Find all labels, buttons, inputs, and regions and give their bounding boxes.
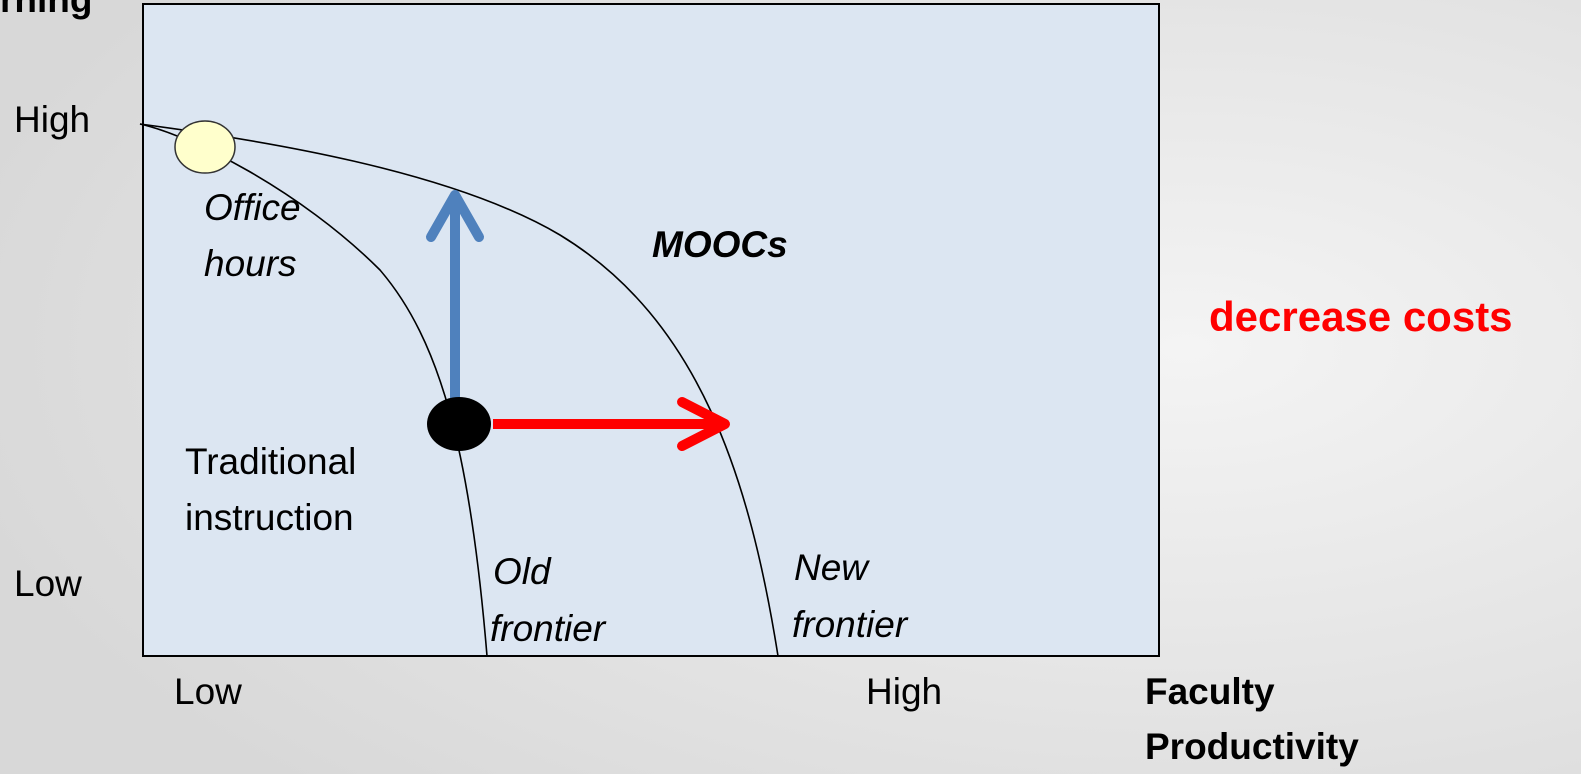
traditional-point (427, 397, 491, 451)
new-frontier-label: New (794, 547, 870, 588)
plot-area (142, 3, 1160, 657)
y-high-label: High (14, 99, 90, 140)
x-axis-title: Productivity (1145, 726, 1359, 767)
new-frontier-label: frontier (792, 604, 909, 645)
callout: decrease costs (1209, 293, 1513, 340)
x-axis-title: Faculty (1145, 671, 1275, 712)
office-hours-point (174, 120, 236, 174)
x-low-label: Low (174, 671, 242, 712)
traditional-label: instruction (185, 497, 354, 538)
blue-arrow-head (426, 190, 484, 242)
moocs-label: MOOCs (652, 224, 788, 265)
new-frontier-curve (139, 123, 779, 657)
traditional-label: Traditional (185, 441, 356, 482)
x-high-label: High (866, 671, 942, 712)
y-low-label: Low (14, 563, 82, 604)
office-hours-label: hours (204, 243, 297, 284)
old-frontier-label: frontier (490, 608, 607, 649)
red-arrow-head (677, 397, 730, 451)
y-axis-title: rning (0, 0, 92, 20)
old-frontier-label: Old (493, 551, 552, 592)
office-hours-label: Office (204, 187, 301, 228)
